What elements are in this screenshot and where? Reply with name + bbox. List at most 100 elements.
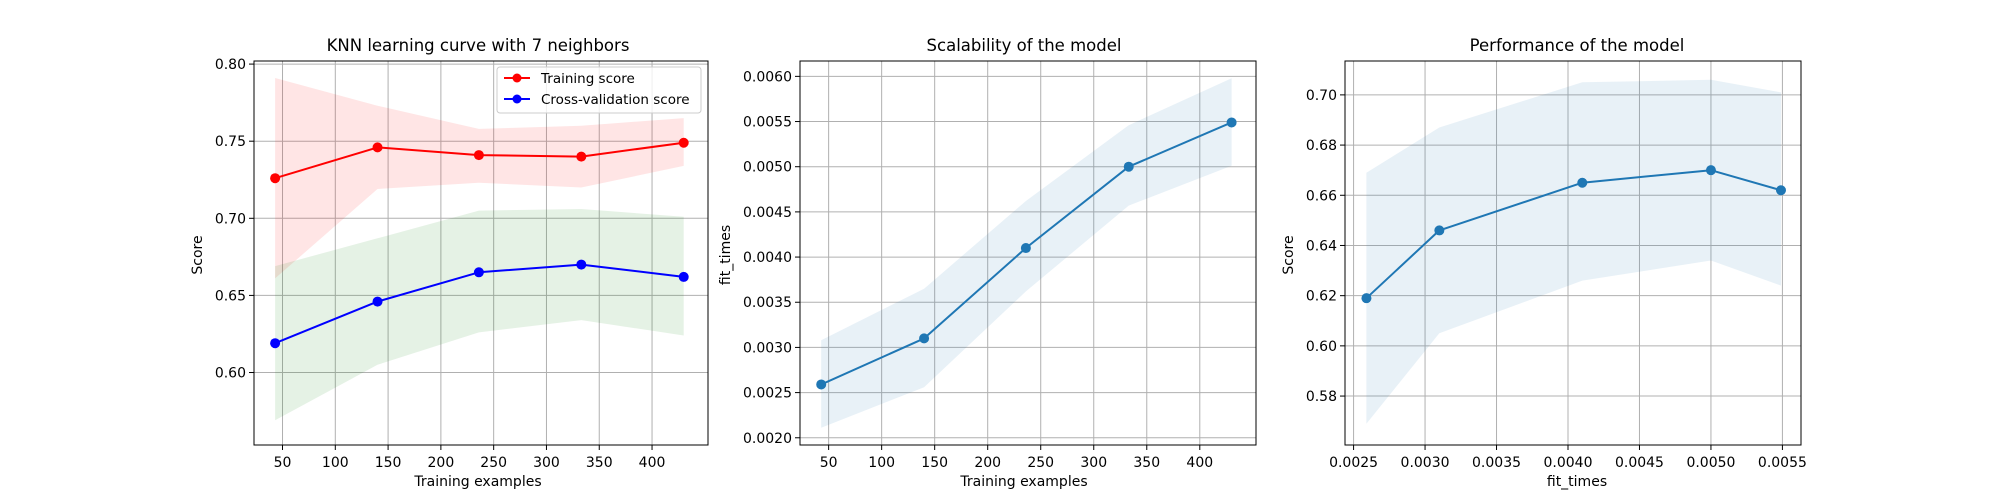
c3-y-tick-label: 0.60: [1306, 339, 1337, 355]
chart-3-grid: [1345, 61, 1801, 445]
c1-y-tick-label: 0.60: [215, 366, 246, 382]
c3-x-tick-label: 0.0035: [1472, 455, 1521, 471]
chart-2: 50 100 150 200 250 300 350 400 0.0020 0.0025 0.003…: [718, 36, 1257, 490]
chart-3-series: [1361, 165, 1786, 304]
c3-x-tick-label: 0.0055: [1758, 455, 1807, 471]
c1-series-1-point: [678, 137, 689, 148]
chart-2-ticks: 50 100 150 200 250 300 350 400 0.0020 0.0025 0.003…: [743, 69, 1213, 471]
c1-y-tick-label: 0.65: [215, 288, 246, 304]
c2-y-tick-label: 0.0025: [743, 386, 792, 402]
c3-y-tick-label: 0.58: [1306, 389, 1337, 405]
c3-series-1-point: [1577, 177, 1588, 188]
c1-y-tick-label: 0.75: [215, 134, 246, 150]
chart-1-legend: Training score Cross-validation score: [496, 66, 702, 114]
legend-entry-cross-validation-score: Cross-validation score: [504, 92, 690, 108]
c1-x-tick-label: 350: [586, 455, 613, 471]
c1-x-tick-label: 400: [639, 455, 666, 471]
c3-series-1-point: [1434, 225, 1445, 236]
chart-1: 50 100 150 200 250 300 350 400 0.60 0.65 0.70 0.75 0…: [190, 36, 709, 490]
chart-1-y-axis-label: Score: [190, 235, 206, 274]
c3-y-tick-label: 0.62: [1306, 289, 1337, 305]
chart-2-series: [816, 117, 1237, 390]
c3-y-tick-label: 0.64: [1306, 238, 1337, 254]
c2-x-tick-label: 350: [1133, 455, 1160, 471]
c3-x-tick-label: 0.0025: [1329, 455, 1378, 471]
c2-y-tick-label: 0.0030: [743, 340, 792, 356]
c1-series-1-point: [270, 173, 281, 184]
c1-series-2-point: [576, 259, 587, 270]
c2-series-1-point: [1226, 117, 1237, 128]
legend-entry-training-score: Training score: [504, 71, 635, 87]
c1-x-tick-label: 150: [375, 455, 402, 471]
c3-x-tick-label: 0.0045: [1615, 455, 1664, 471]
chart-2-title: Scalability of the model: [927, 36, 1122, 55]
c1-series-1-point: [372, 142, 383, 153]
c2-series-1-point: [1020, 243, 1031, 254]
chart-1-series: [270, 137, 689, 349]
chart-1-title: KNN learning curve with 7 neighbors: [327, 36, 630, 55]
chart-2-y-axis-label: fit_times: [718, 225, 734, 285]
c1-series-2-point: [678, 271, 689, 282]
chart-3-title: Performance of the model: [1470, 36, 1685, 55]
chart-1-axes-frame: [253, 60, 709, 446]
c2-x-tick-label: 400: [1186, 455, 1213, 471]
c2-x-tick-label: 200: [974, 455, 1001, 471]
chart-3-axes-frame: [1344, 60, 1802, 446]
c2-x-tick-label: 300: [1080, 455, 1107, 471]
c2-y-tick-label: 0.0020: [743, 431, 792, 447]
c1-series-2-point: [372, 296, 383, 307]
legend-box: [496, 66, 702, 114]
c1-series-1-band: [275, 78, 684, 279]
c3-series-1-point: [1361, 293, 1372, 304]
c2-series-1-point: [816, 379, 827, 390]
c1-series-2-point: [270, 338, 281, 349]
c1-plot-frame: [253, 60, 709, 446]
c3-series-1-band: [1366, 79, 1781, 424]
c1-series-1-point: [576, 151, 587, 162]
c3-series-1-point: [1775, 185, 1786, 196]
chart-1-ticks: 50 100 150 200 250 300 350 400 0.60 0.65 0.70 0.75 0…: [215, 57, 666, 471]
chart-3-ticks: 0.0025 0.0030 0.0035 0.0040 0.0045 0.0050 0.00…: [1306, 88, 1807, 471]
c2-series-1-point: [1123, 161, 1134, 172]
c1-y-tick-label: 0.80: [215, 57, 246, 73]
c2-plot-frame: [799, 60, 1257, 446]
c3-x-tick-label: 0.0050: [1686, 455, 1735, 471]
c3-y-tick-label: 0.66: [1306, 188, 1337, 204]
c2-y-tick-label: 0.0050: [743, 160, 792, 176]
c2-series-1-point: [919, 333, 930, 344]
c2-y-tick-label: 0.0040: [743, 250, 792, 266]
c1-x-tick-label: 100: [322, 455, 349, 471]
legend-marker-cross-validation-score: [512, 94, 522, 104]
c2-x-tick-label: 50: [820, 455, 838, 471]
c1-x-tick-label: 250: [480, 455, 507, 471]
chart-2-x-axis-label: Training examples: [959, 474, 1087, 490]
c3-y-tick-label: 0.70: [1306, 88, 1337, 104]
chart-3-bands: [1366, 79, 1781, 424]
c1-x-tick-label: 200: [428, 455, 455, 471]
c2-x-tick-label: 100: [868, 455, 895, 471]
chart-1-grid: [254, 61, 708, 445]
c2-y-tick-label: 0.0035: [743, 295, 792, 311]
c3-series-1-point: [1705, 165, 1716, 176]
chart-2-grid: [800, 61, 1256, 445]
c1-y-tick-label: 0.70: [215, 211, 246, 227]
c1-x-tick-label: 300: [533, 455, 560, 471]
chart-3: 0.0025 0.0030 0.0035 0.0040 0.0045 0.0050 0.00…: [1281, 36, 1807, 490]
c3-x-tick-label: 0.0040: [1543, 455, 1592, 471]
c3-x-tick-label: 0.0030: [1401, 455, 1450, 471]
c1-x-tick-label: 50: [274, 455, 292, 471]
legend-label-cross-validation-score: Cross-validation score: [541, 92, 690, 108]
c2-y-tick-label: 0.0045: [743, 205, 792, 221]
chart-3-y-axis-label: Score: [1281, 235, 1297, 274]
c2-x-tick-label: 150: [921, 455, 948, 471]
chart-2-axes-frame: [799, 60, 1257, 446]
c2-y-tick-label: 0.0060: [743, 69, 792, 85]
chart-1-x-axis-label: Training examples: [413, 474, 541, 490]
chart-3-x-axis-label: fit_times: [1547, 474, 1607, 490]
c3-y-tick-label: 0.68: [1306, 138, 1337, 154]
c2-y-tick-label: 0.0055: [743, 115, 792, 131]
c3-plot-frame: [1344, 60, 1802, 446]
c2-x-tick-label: 250: [1027, 455, 1054, 471]
